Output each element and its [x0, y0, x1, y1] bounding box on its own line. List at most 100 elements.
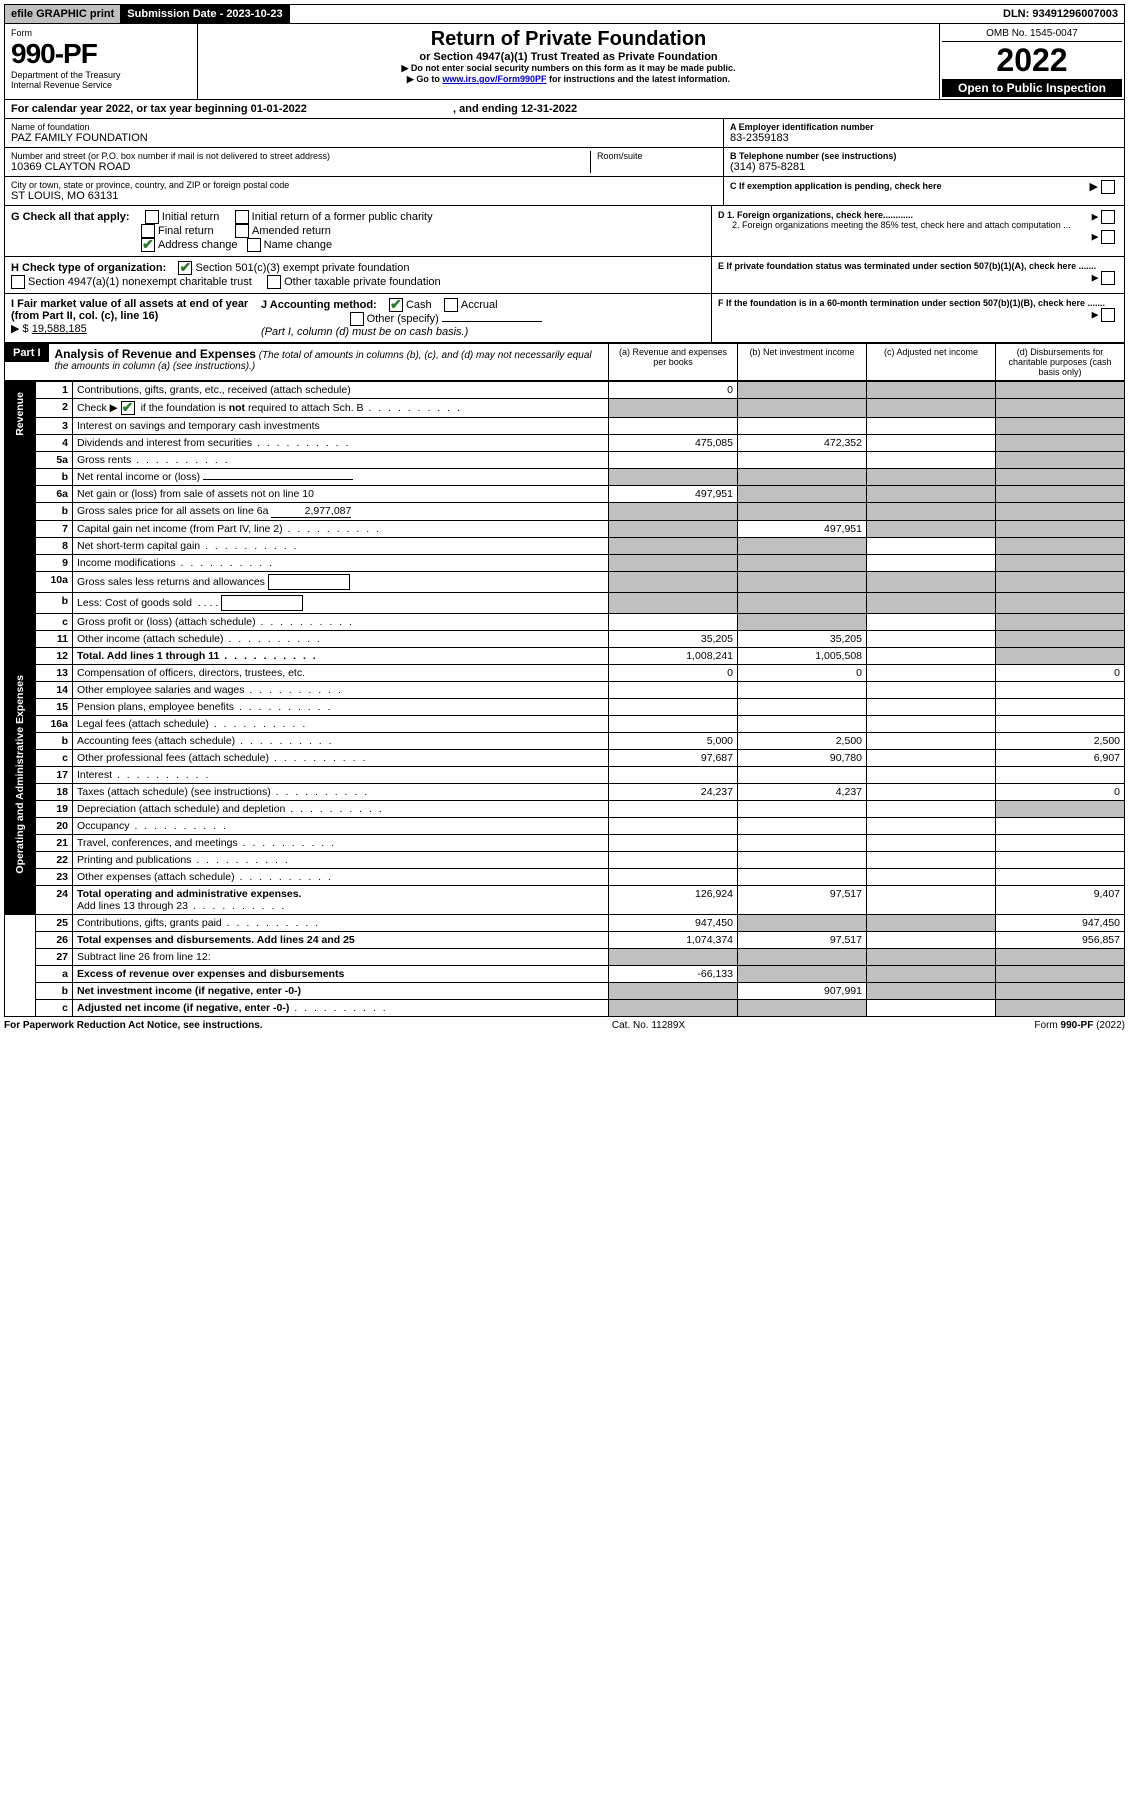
chk-501c3[interactable] — [178, 261, 192, 275]
r6b-text: Gross sales price for all assets on line… — [73, 503, 609, 521]
form-title: Return of Private Foundation — [206, 28, 931, 51]
city-state-zip: ST LOUIS, MO 63131 — [11, 190, 717, 202]
chk-4947[interactable] — [11, 275, 25, 289]
chk-amended[interactable] — [235, 224, 249, 238]
chk-other-method[interactable] — [350, 312, 364, 326]
chk-address[interactable] — [141, 238, 155, 252]
d1-label: D 1. Foreign organizations, check here..… — [718, 210, 913, 220]
phone-label: B Telephone number (see instructions) — [730, 151, 1118, 161]
r27c-text: Adjusted net income (if negative, enter … — [73, 1000, 609, 1017]
table-row: 19Depreciation (attach schedule) and dep… — [5, 801, 1125, 818]
chk-other-tax[interactable] — [267, 275, 281, 289]
r8-text: Net short-term capital gain — [73, 538, 609, 555]
r15-text: Pension plans, employee benefits — [73, 699, 609, 716]
note2-pre: ▶ Go to — [407, 74, 442, 84]
chk-e[interactable] — [1101, 271, 1115, 285]
submission-date: Submission Date - 2023-10-23 — [121, 5, 289, 23]
open-inspection: Open to Public Inspection — [942, 79, 1122, 97]
lbl-accrual: Accrual — [461, 299, 498, 311]
lbl-address: Address change — [158, 239, 238, 251]
dept: Department of the Treasury — [11, 70, 191, 80]
r18-text: Taxes (attach schedule) (see instruction… — [73, 784, 609, 801]
r16a-text: Legal fees (attach schedule) — [73, 716, 609, 733]
exemption-label: C If exemption application is pending, c… — [730, 181, 942, 191]
table-row: 17Interest — [5, 767, 1125, 784]
exemption-checkbox[interactable] — [1101, 180, 1115, 194]
g-label: G Check all that apply: — [11, 211, 130, 223]
chk-initial-former[interactable] — [235, 210, 249, 224]
chk-cash[interactable] — [389, 298, 403, 312]
r6a-text: Net gain or (loss) from sale of assets n… — [73, 486, 609, 503]
r1-text: Contributions, gifts, grants, etc., rece… — [73, 382, 609, 399]
r14-text: Other employee salaries and wages — [73, 682, 609, 699]
i-label: I Fair market value of all assets at end… — [11, 298, 248, 322]
table-row: 16aLegal fees (attach schedule) — [5, 716, 1125, 733]
r16c-text: Other professional fees (attach schedule… — [73, 750, 609, 767]
form-header: Form 990-PF Department of the Treasury I… — [4, 24, 1125, 100]
r16b-text: Accounting fees (attach schedule) — [73, 733, 609, 750]
col-c: (c) Adjusted net income — [866, 344, 995, 380]
table-row: aExcess of revenue over expenses and dis… — [5, 966, 1125, 983]
chk-initial[interactable] — [145, 210, 159, 224]
table-row: 21Travel, conferences, and meetings — [5, 835, 1125, 852]
form990pf-link[interactable]: www.irs.gov/Form990PF — [442, 74, 546, 84]
table-row: bNet rental income or (loss) — [5, 469, 1125, 486]
r5b-text: Net rental income or (loss) — [73, 469, 609, 486]
r23-text: Other expenses (attach schedule) — [73, 869, 609, 886]
col-a: (a) Revenue and expenses per books — [608, 344, 737, 380]
chk-namechg[interactable] — [247, 238, 261, 252]
table-row: 26Total expenses and disbursements. Add … — [5, 932, 1125, 949]
r27b-text: Net investment income (if negative, ente… — [73, 983, 609, 1000]
table-row: 18Taxes (attach schedule) (see instructi… — [5, 784, 1125, 801]
cal-end: , and ending 12-31-2022 — [453, 103, 577, 115]
table-row: cAdjusted net income (if negative, enter… — [5, 1000, 1125, 1017]
chk-schb[interactable] — [121, 401, 135, 415]
r10b-text: Less: Cost of goods sold . . . . — [73, 593, 609, 614]
j-label: J Accounting method: — [261, 299, 377, 311]
r12-text: Total. Add lines 1 through 11 — [73, 648, 609, 665]
chk-accrual[interactable] — [444, 298, 458, 312]
j-note: (Part I, column (d) must be on cash basi… — [261, 326, 468, 338]
phone-value: (314) 875-8281 — [730, 161, 1118, 173]
tax-year: 2022 — [942, 42, 1122, 79]
chk-d1[interactable] — [1101, 210, 1115, 224]
table-row: 6aNet gain or (loss) from sale of assets… — [5, 486, 1125, 503]
table-row: Operating and Administrative Expenses 13… — [5, 665, 1125, 682]
part1-label: Part I — [5, 344, 49, 362]
foundation-name: PAZ FAMILY FOUNDATION — [11, 132, 717, 144]
form-number: 990-PF — [11, 38, 191, 70]
table-row: 25Contributions, gifts, grants paid947,4… — [5, 915, 1125, 932]
table-row: 11Other income (attach schedule)35,20535… — [5, 631, 1125, 648]
part1-header: Part I Analysis of Revenue and Expenses … — [4, 343, 1125, 381]
table-row: bLess: Cost of goods sold . . . . — [5, 593, 1125, 614]
side-revenue: Revenue — [12, 384, 28, 444]
h-label: H Check type of organization: — [11, 262, 166, 274]
r24-text: Total operating and administrative expen… — [73, 886, 609, 915]
chk-f[interactable] — [1101, 308, 1115, 322]
col-b: (b) Net investment income — [737, 344, 866, 380]
lbl-final: Final return — [158, 225, 214, 237]
r9-text: Income modifications — [73, 555, 609, 572]
lbl-initial: Initial return — [162, 211, 219, 223]
table-row: 23Other expenses (attach schedule) — [5, 869, 1125, 886]
table-row: Revenue 1 Contributions, gifts, grants, … — [5, 382, 1125, 399]
note-link: ▶ Go to www.irs.gov/Form990PF for instru… — [206, 74, 931, 85]
table-row: 8Net short-term capital gain — [5, 538, 1125, 555]
table-row: bGross sales price for all assets on lin… — [5, 503, 1125, 521]
lbl-cash: Cash — [406, 299, 432, 311]
table-row: cOther professional fees (attach schedul… — [5, 750, 1125, 767]
table-row: 2 Check ▶ if the foundation is not requi… — [5, 399, 1125, 418]
r27-text: Subtract line 26 from line 12: — [73, 949, 609, 966]
chk-d2[interactable] — [1101, 230, 1115, 244]
table-row: 12Total. Add lines 1 through 111,008,241… — [5, 648, 1125, 665]
table-row: 10aGross sales less returns and allowanc… — [5, 572, 1125, 593]
lbl-4947: Section 4947(a)(1) nonexempt charitable … — [28, 276, 252, 288]
ein-value: 83-2359183 — [730, 132, 1118, 144]
r25-text: Contributions, gifts, grants paid — [73, 915, 609, 932]
table-row: 27Subtract line 26 from line 12: — [5, 949, 1125, 966]
form-word: Form — [11, 28, 191, 38]
main-table: Revenue 1 Contributions, gifts, grants, … — [4, 381, 1125, 1017]
r19-text: Depreciation (attach schedule) and deple… — [73, 801, 609, 818]
efile-label[interactable]: efile GRAPHIC print — [5, 5, 121, 23]
r10a-text: Gross sales less returns and allowances — [73, 572, 609, 593]
